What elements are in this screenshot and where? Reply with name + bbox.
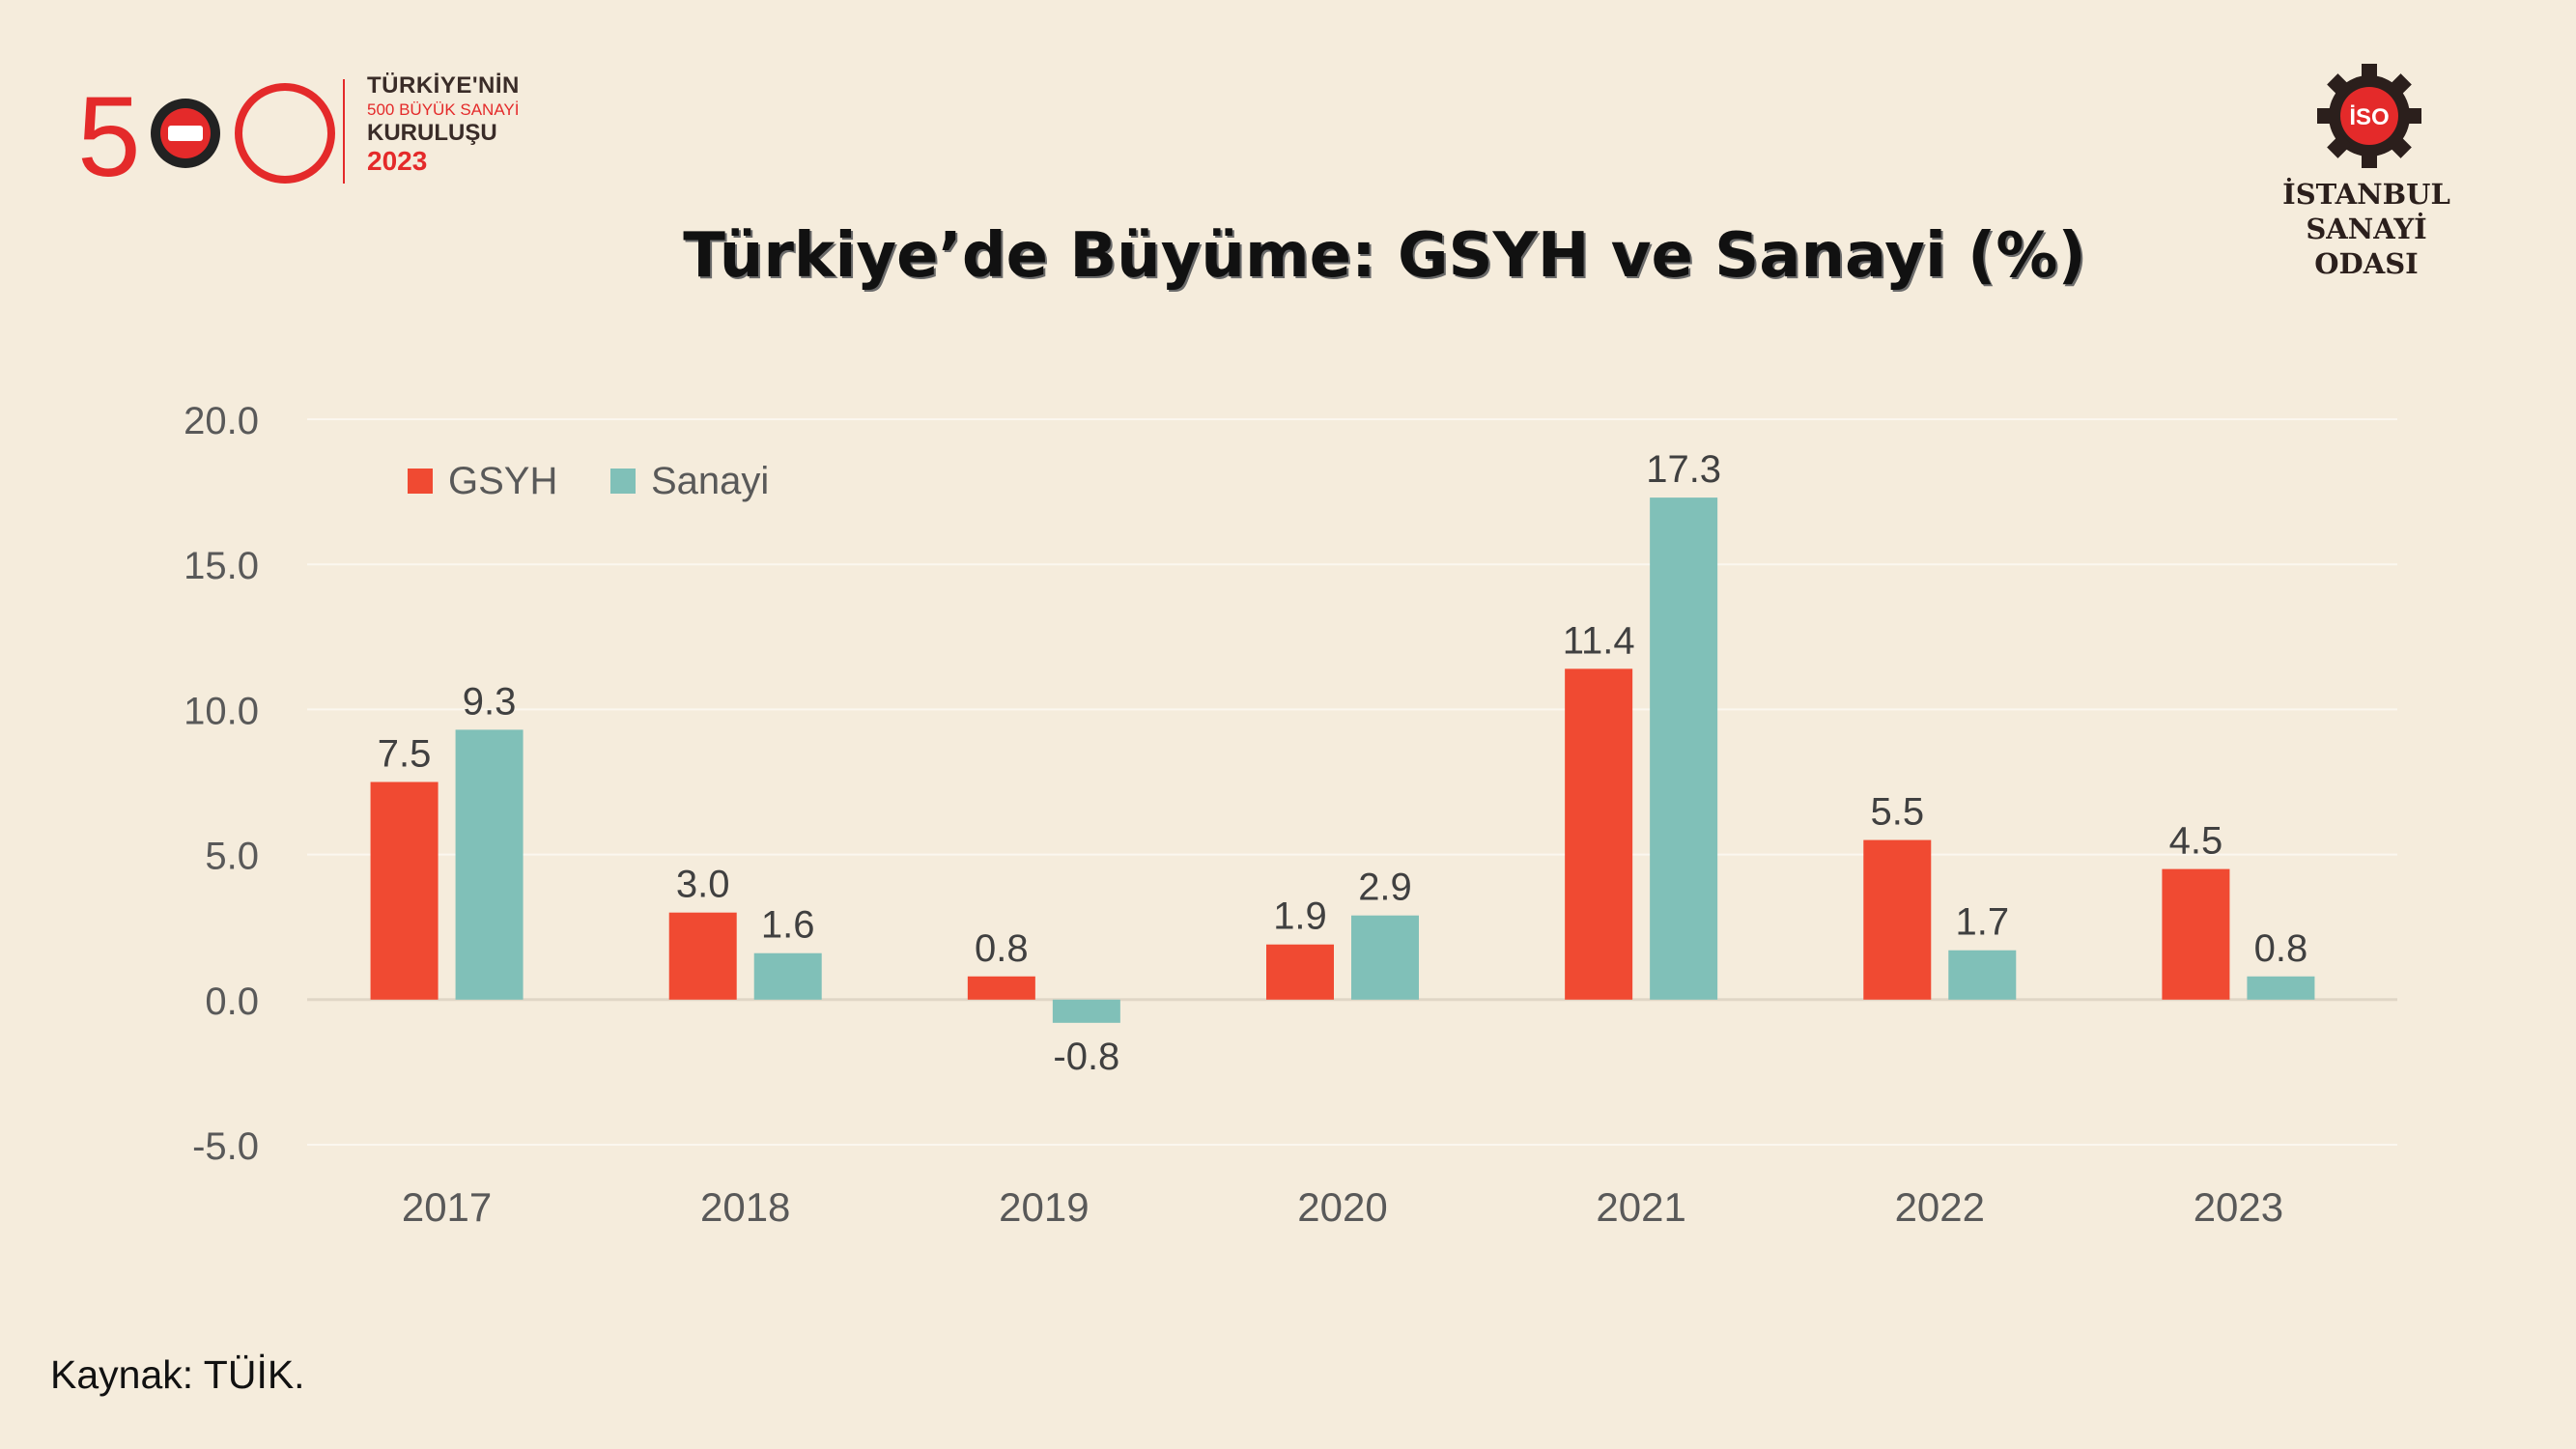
- data-label: 5.5: [1870, 791, 1924, 834]
- iso-badge-text: İSO: [2349, 104, 2389, 130]
- bar-sanayi-2022: [1948, 950, 2017, 1000]
- bar-sanayi-2017: [455, 729, 524, 1000]
- y-tick-label: 0.0: [205, 980, 259, 1023]
- gear-icon: [151, 99, 220, 168]
- logo-500-line1: TÜRKİYE'NİN: [367, 72, 520, 99]
- logo-500-zero-ring: [235, 83, 335, 184]
- data-label: 17.3: [1646, 448, 1721, 491]
- 500-buyuk-sanayi-logo: 5: [77, 73, 345, 195]
- x-tick-label: 2022: [1895, 1184, 1985, 1230]
- data-label: 1.6: [761, 904, 815, 947]
- bar-sanayi-2023: [2247, 976, 2315, 1000]
- data-label: 3.0: [676, 864, 730, 906]
- data-label: 2.9: [1358, 867, 1412, 909]
- x-tick-label: 2020: [1297, 1184, 1387, 1230]
- 500-logo-caption: TÜRKİYE'NİN 500 BÜYÜK SANAYİ KURULUŞU 20…: [367, 73, 520, 176]
- legend-swatch-sanayi: [610, 469, 636, 494]
- x-tick-label: 2021: [1596, 1184, 1685, 1230]
- data-label: 0.8: [975, 927, 1029, 970]
- iso-name-line2: SANAYİ ODASI: [2306, 213, 2427, 280]
- data-label: 11.4: [1563, 619, 1635, 662]
- data-label: 1.9: [1273, 895, 1327, 938]
- y-tick-label: -5.0: [192, 1125, 259, 1168]
- bar-gsyh-2019: [967, 976, 1035, 1000]
- bar-gsyh-2022: [1863, 839, 1932, 1000]
- x-tick-label: 2017: [402, 1184, 492, 1230]
- logo-500-year: 2023: [367, 146, 428, 177]
- data-label: 4.5: [2169, 820, 2223, 863]
- bar-sanayi-2020: [1351, 915, 1419, 1000]
- source-note: Kaynak: TÜİK.: [50, 1352, 305, 1397]
- bar-gsyh-2017: [370, 781, 439, 1000]
- y-tick-label: 5.0: [205, 836, 259, 878]
- logo-500-digit-five: 5: [77, 73, 141, 195]
- logo-500-line2: 500 BÜYÜK SANAYİ: [367, 100, 520, 120]
- iso-name-line1: İSTANBUL: [2282, 178, 2450, 211]
- bar-sanayi-2021: [1650, 497, 1718, 1000]
- y-tick-label: 20.0: [184, 400, 259, 442]
- x-tick-label: 2023: [2194, 1184, 2283, 1230]
- data-label: 9.3: [463, 680, 517, 723]
- bar-sanayi-2018: [753, 952, 822, 1000]
- y-tick-label: 10.0: [184, 690, 259, 732]
- logo-500-line3: KURULUŞU: [367, 120, 497, 147]
- bar-sanayi-2019: [1052, 999, 1120, 1023]
- chart-title: Türkiye’de Büyüme: GSYH ve Sanayi (%): [683, 220, 2086, 292]
- data-label: 0.8: [2254, 927, 2308, 970]
- legend-label-gsyh: GSYH: [448, 460, 557, 502]
- data-label: 1.7: [1955, 901, 2009, 944]
- bar-gsyh-2018: [668, 912, 737, 1000]
- bar-gsyh-2023: [2162, 868, 2230, 1000]
- data-label: 7.5: [378, 733, 432, 776]
- y-tick-label: 15.0: [184, 545, 259, 587]
- iso-name: İSTANBUL SANAYİ ODASI: [2250, 177, 2482, 281]
- x-tick-label: 2019: [999, 1184, 1089, 1230]
- data-label: -0.8: [1053, 1036, 1119, 1078]
- legend-label-sanayi: Sanayi: [651, 460, 769, 502]
- legend-swatch-gsyh: [408, 469, 433, 494]
- iso-gear-logo-icon: İSO: [2317, 64, 2421, 168]
- x-tick-label: 2018: [700, 1184, 790, 1230]
- bar-gsyh-2021: [1565, 668, 1633, 1000]
- bar-gsyh-2020: [1266, 944, 1334, 1000]
